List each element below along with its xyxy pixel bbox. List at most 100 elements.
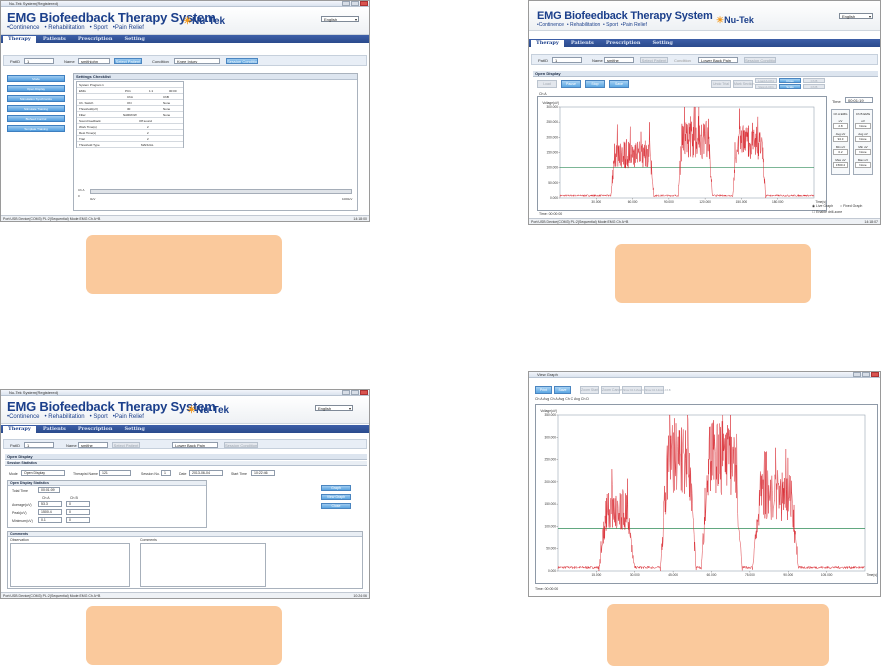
fixed-graph-radio[interactable]: ○ Fixed Graph	[840, 204, 863, 208]
tab-therapy[interactable]: Therapy	[3, 36, 36, 43]
patid-label: PatID	[10, 59, 21, 64]
patid-input[interactable]: 1	[552, 57, 582, 63]
stop-button[interactable]: Stop	[585, 80, 605, 88]
app-title: EMG Biofeedback Therapy System	[537, 10, 713, 22]
x-tick-label: 150.000	[736, 200, 748, 204]
undo-trial-button[interactable]: Undo Trial	[711, 80, 731, 88]
patid-input[interactable]: 1	[24, 442, 54, 448]
x-tick-label: 60.000	[707, 573, 717, 577]
sun-icon: ☀	[716, 15, 725, 25]
condition-select[interactable]: Knee Injury	[174, 58, 220, 64]
tab-setting[interactable]: Setting	[652, 40, 673, 46]
ch-b-view-button[interactable]: Ch B	[803, 84, 825, 89]
close-chart-button[interactable]: Close	[779, 78, 801, 83]
y-tick-label: 0.000	[550, 196, 558, 200]
open-display-button[interactable]: Open Display	[7, 85, 65, 92]
language-select[interactable]: English	[321, 16, 359, 22]
y-tick-label: 200.000	[546, 135, 558, 139]
window-titlebar: Nu-Tek System(Registered)	[1, 1, 369, 7]
tab-prescription[interactable]: Prescription	[77, 426, 113, 432]
view-graph-button[interactable]: View Graph	[321, 494, 351, 500]
live-graph-radio[interactable]: ◉ Live Graph	[812, 204, 834, 208]
view-ch-a-button[interactable]: Show Ch A View Ch B	[622, 386, 648, 394]
settings-checklist-title: Settings Checklist	[74, 74, 357, 80]
app-header: EMG Biofeedback Therapy System •Continen…	[529, 1, 880, 31]
condition-select[interactable]: Lower Back Pain	[698, 57, 738, 63]
x-axis-unit: Time(s)	[815, 200, 826, 204]
y-tick-label: 300.000	[546, 105, 558, 109]
tab-therapy[interactable]: Therapy	[3, 426, 36, 433]
settings-table: System Program 1 EMG PC1 1:1 00:00 ChA ChB C…	[76, 81, 184, 148]
y-tick-label: 250.000	[546, 120, 558, 124]
emg-live-chart-svg: 300.000 250.000 200.000 150.000 100.000 50.00…	[542, 101, 826, 204]
zoom-ch-a-button[interactable]: Show Ch A Zoom Ch B	[644, 386, 671, 394]
tab-patients[interactable]: Patients	[570, 40, 594, 46]
minimize-button[interactable]	[342, 390, 350, 395]
session-condition-button[interactable]: Session Condition	[744, 57, 776, 63]
sun-icon: ☀	[183, 16, 192, 27]
mode-button[interactable]: Mode	[7, 75, 65, 82]
close-button[interactable]	[871, 372, 879, 377]
therapist-field: 121	[99, 470, 131, 476]
time-label: Time	[832, 99, 841, 104]
language-select[interactable]: English	[839, 13, 873, 19]
screen-view-graph: View Graph Print Save Zoom Start Zoom Ca…	[528, 371, 881, 597]
tab-therapy[interactable]: Therapy	[531, 40, 564, 47]
graph-legend: Ch A Avg Ch A Avg Ch C Avg Ch D	[535, 397, 589, 401]
name-label: Name	[64, 59, 75, 64]
view-ch1-button[interactable]: View A-Ch1	[755, 84, 777, 89]
save-button[interactable]: Save	[554, 386, 571, 394]
scale-button[interactable]: Scale	[779, 84, 801, 89]
zoom-start-button[interactable]: Zoom Start	[580, 386, 599, 394]
observation-textarea[interactable]	[10, 543, 130, 587]
template-training-button[interactable]: Template Training	[7, 125, 65, 132]
minimize-button[interactable]	[853, 372, 861, 377]
load-button[interactable]: Load	[537, 80, 557, 88]
load-ch1-button[interactable]: Load A-Ch1	[755, 78, 777, 83]
graph-button[interactable]: Graph	[321, 485, 351, 491]
maximize-button[interactable]	[862, 372, 870, 377]
condition-select[interactable]: Lower Back Pain	[172, 442, 218, 448]
session-condition-button[interactable]: Session Condition	[224, 442, 258, 448]
close-button[interactable]	[360, 1, 368, 6]
drill-zone-checkbox[interactable]: ☐ Enable drill-zone	[812, 210, 843, 214]
window-controls	[853, 372, 879, 377]
select-patient-button[interactable]: Select Patient	[640, 57, 668, 63]
y-axis-label: Voltage(uV)	[542, 101, 559, 105]
maximize-button[interactable]	[351, 1, 359, 6]
stim-training-button[interactable]: Stimulate Training	[7, 105, 65, 112]
select-patient-button[interactable]: Select Patient	[114, 58, 142, 64]
name-input[interactable]: smithe	[604, 57, 634, 63]
settings-row: ChA ChB	[77, 94, 183, 100]
maximize-button[interactable]	[351, 390, 359, 395]
pause-button[interactable]: Pause	[561, 80, 581, 88]
tab-patients[interactable]: Patients	[42, 426, 66, 432]
biofeed-control-button[interactable]: Biofeed Control	[7, 115, 65, 122]
progress-start-label: 0uV	[90, 197, 96, 201]
mark-section-button[interactable]: Mark Section	[733, 80, 755, 88]
y-tick-label: 0.000	[548, 569, 556, 573]
language-select[interactable]: English	[315, 405, 353, 411]
tab-prescription[interactable]: Prescription	[605, 40, 641, 46]
x-tick-label: 15.000	[592, 573, 602, 577]
tab-setting[interactable]: Setting	[124, 36, 145, 42]
stim-sync-button[interactable]: Stimulation Synchronize	[7, 95, 65, 102]
ch-b-button[interactable]: Ch B	[803, 78, 825, 83]
tab-setting[interactable]: Setting	[124, 426, 145, 432]
close-button[interactable]	[360, 390, 368, 395]
minimize-button[interactable]	[342, 1, 350, 6]
patid-input[interactable]: 1	[24, 58, 54, 64]
tab-prescription[interactable]: Prescription	[77, 36, 113, 42]
comments-textarea[interactable]	[140, 543, 266, 587]
x-tick-label: 60.000	[628, 200, 638, 204]
close-stats-button[interactable]: Close	[321, 503, 351, 509]
select-patient-button[interactable]: Select Patient	[112, 442, 140, 448]
status-bar: Port:USB Device(COM3) PL:2(Sequential) M…	[1, 215, 369, 221]
session-condition-button[interactable]: Session Condition	[226, 58, 258, 64]
save-button[interactable]: Save	[609, 80, 629, 88]
zoom-cancel-button[interactable]: Zoom Cancel	[601, 386, 623, 394]
name-input[interactable]: smithe	[78, 442, 108, 448]
name-input[interactable]: smithjohn	[78, 58, 110, 64]
tab-patients[interactable]: Patients	[42, 36, 66, 42]
print-button[interactable]: Print	[535, 386, 552, 394]
